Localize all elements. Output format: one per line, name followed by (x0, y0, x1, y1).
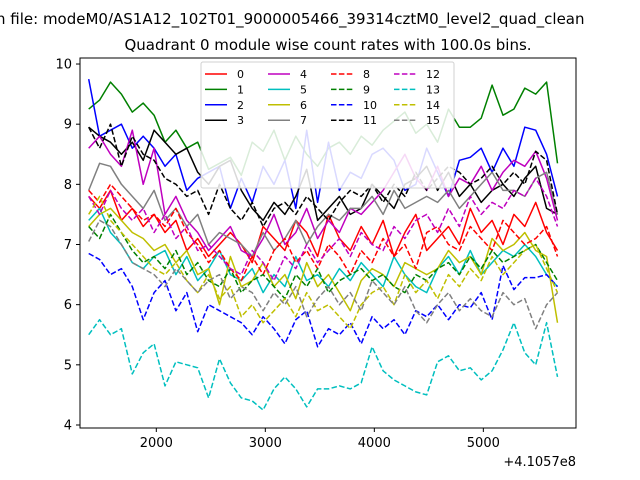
legend-label-3: 3 (237, 114, 244, 127)
legend-label-11: 11 (363, 114, 377, 127)
y-tick-label: 9 (64, 118, 72, 133)
legend-label-7: 7 (300, 114, 307, 127)
legend-label-5: 5 (300, 83, 307, 96)
legend-label-10: 10 (363, 99, 377, 112)
x-axis-offset-label: +4.1057e8 (503, 455, 576, 470)
legend-label-6: 6 (300, 99, 307, 112)
series-line-15 (88, 219, 559, 330)
series-line-4 (88, 129, 559, 258)
series-line-11 (88, 123, 559, 228)
y-tick-label: 4 (64, 418, 72, 433)
y-tick-label: 6 (64, 298, 72, 313)
legend-box (200, 61, 455, 189)
axes-frame (79, 57, 577, 429)
x-tick-label: 4000 (358, 436, 391, 451)
legend-label-8: 8 (363, 68, 370, 81)
y-tick-label: 8 (64, 178, 72, 193)
y-tick-label: 5 (64, 358, 72, 373)
legend-label-4: 4 (300, 68, 307, 81)
x-tick-label: 3000 (249, 436, 282, 451)
legend-label-14: 14 (426, 99, 440, 112)
y-tick-label: 10 (55, 58, 72, 73)
series-line-14 (88, 195, 559, 330)
legend-label-9: 9 (363, 83, 370, 96)
legend-label-0: 0 (237, 68, 244, 81)
x-tick-label: 5000 (467, 436, 500, 451)
legend-label-2: 2 (237, 99, 244, 112)
series-line-13 (88, 318, 559, 411)
series-line-3 (88, 126, 558, 222)
chart-title: Quadrant 0 module wise count rates with … (124, 36, 531, 54)
series-line-9 (88, 213, 559, 300)
legend-label-1: 1 (237, 83, 244, 96)
figure-suptitle: n file: modeM0/AS1A12_102T01_9000005466_… (0, 10, 585, 29)
series-line-12 (88, 177, 559, 282)
x-tick-label: 2000 (140, 436, 173, 451)
legend-label-13: 13 (426, 83, 440, 96)
series-line-0 (88, 189, 559, 264)
y-tick-label: 7 (64, 238, 72, 253)
legend-label-15: 15 (426, 114, 440, 127)
legend-label-12: 12 (426, 68, 440, 81)
series-line-10 (88, 252, 559, 348)
